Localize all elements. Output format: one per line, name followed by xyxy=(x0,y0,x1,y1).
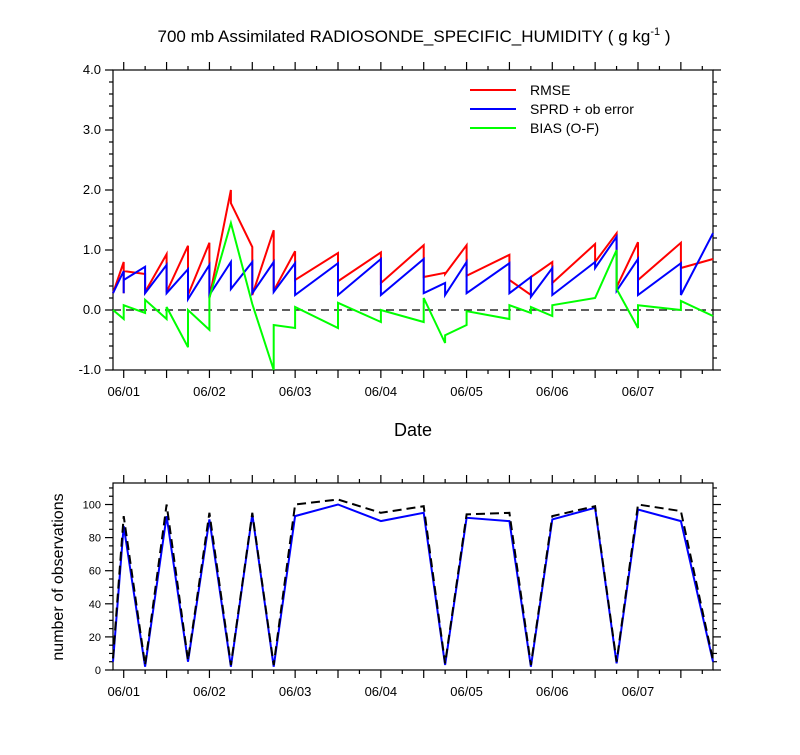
legend-label: SPRD + ob error xyxy=(530,101,634,117)
x-tick-label: 06/04 xyxy=(365,684,398,699)
chart-title: 700 mb Assimilated RADIOSONDE_SPECIFIC_H… xyxy=(158,26,671,46)
y-tick-label: 1.0 xyxy=(83,242,101,257)
x-tick-label: 06/05 xyxy=(450,684,483,699)
x-tick-label: 06/02 xyxy=(193,684,226,699)
series-line-possible xyxy=(112,498,714,666)
x-tick-label: 06/05 xyxy=(450,384,483,399)
plot-frame xyxy=(112,482,714,671)
y-tick-label: 80 xyxy=(89,533,101,545)
y-tick-label: 3.0 xyxy=(83,122,101,137)
y-tick-label: 20 xyxy=(89,632,101,644)
x-tick-label: 06/03 xyxy=(279,384,312,399)
y-tick-label: -1.0 xyxy=(79,362,101,377)
x-tick-label: 06/03 xyxy=(279,684,312,699)
legend-label: BIAS (O-F) xyxy=(530,120,599,136)
y-tick-label: 4.0 xyxy=(83,62,101,77)
y-tick-label: 2.0 xyxy=(83,182,101,197)
x-axis-title: Date xyxy=(394,420,432,440)
x-tick-label: 06/06 xyxy=(536,684,569,699)
observation-count-panel: 06/01 06/02 06/03 06/04 06/05 06/06 06/07 0 20 40… xyxy=(83,475,721,699)
x-tick-label: 06/04 xyxy=(365,384,398,399)
x-tick-label: 06/07 xyxy=(622,684,655,699)
plot-frame xyxy=(112,69,714,371)
y-tick-label: 40 xyxy=(89,599,101,611)
y-axis-title-bottom: number of observations xyxy=(50,493,67,660)
x-tick-label: 06/01 xyxy=(107,684,140,699)
x-tick-label: 06/07 xyxy=(622,384,655,399)
humidity-statistics-panel: 06/01 06/02 06/03 06/04 06/05 06/06 06/07 -1.0 0… xyxy=(79,62,721,399)
x-tick-label: 06/02 xyxy=(193,384,226,399)
y-tick-label: 0 xyxy=(95,665,101,677)
x-tick-label: 06/01 xyxy=(107,384,140,399)
y-tick-label: 60 xyxy=(89,566,101,578)
series-line-bias-o-f xyxy=(112,219,714,371)
series-line-used xyxy=(112,503,714,667)
x-tick-label: 06/06 xyxy=(536,384,569,399)
y-tick-label: 0.0 xyxy=(83,302,101,317)
series-line-rmse xyxy=(112,189,714,299)
y-tick-label: 100 xyxy=(83,500,101,512)
series-line-sprd-ob-error xyxy=(112,232,714,303)
legend-label: RMSE xyxy=(530,82,570,98)
